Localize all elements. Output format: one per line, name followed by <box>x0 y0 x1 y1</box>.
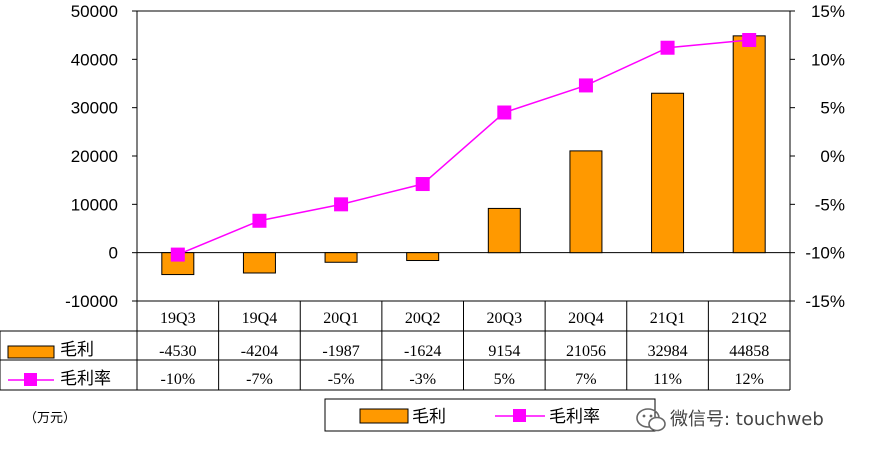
plot-area <box>136 10 791 302</box>
table-cell-gross-profit: -1987 <box>322 343 359 360</box>
table-cell-gross-profit: 21056 <box>566 343 606 360</box>
x-category-label: 21Q2 <box>731 310 767 327</box>
y-right-tick-label: 15% <box>811 2 845 21</box>
table-cell-gross-margin: 12% <box>735 371 764 388</box>
y-left-tick-label: 50000 <box>71 2 118 21</box>
x-category-label: 19Q4 <box>242 310 278 327</box>
y-left-tick-label: 30000 <box>71 99 118 118</box>
gross-margin-point <box>415 177 430 192</box>
y-left-tick-label: 10000 <box>71 195 118 214</box>
table-cell-gross-margin: -10% <box>160 371 195 388</box>
table-cell-gross-margin: 11% <box>653 371 682 388</box>
table-row-label-gross-margin: 毛利率 <box>60 369 111 389</box>
table-cell-gross-profit: -4204 <box>241 343 278 360</box>
gross-margin-point <box>252 213 267 228</box>
table-key-line <box>8 373 54 386</box>
gross-margin-point <box>660 40 675 55</box>
y-right-tick-label: 10% <box>811 50 845 69</box>
gross-profit-bar <box>242 252 276 274</box>
watermark-text: 微信号: touchweb <box>670 409 824 430</box>
y-left-tick-label: 0 <box>109 244 118 263</box>
y-right-tick-label: 5% <box>820 99 845 118</box>
y-left-tick-label: 40000 <box>71 50 118 69</box>
legend: 毛利 毛利率 <box>324 398 656 432</box>
x-category-label: 20Q3 <box>487 310 523 327</box>
legend-line-marker <box>513 409 526 422</box>
gross-margin-line <box>177 39 750 256</box>
y-right-tick-label: -5% <box>815 195 845 214</box>
table-cell-gross-profit: -4530 <box>159 343 196 360</box>
table-cell-gross-margin: 5% <box>494 371 515 388</box>
table-key-bar <box>7 345 55 359</box>
gross-profit-bar <box>651 92 685 254</box>
table-cell-gross-profit: 44858 <box>729 343 769 360</box>
gross-profit-bar <box>487 207 521 254</box>
gross-profit-bar <box>324 252 358 263</box>
table-cell-gross-margin: -3% <box>409 371 436 388</box>
table-cell-gross-profit: 9154 <box>488 343 520 360</box>
table-cell-gross-profit: 32984 <box>648 343 688 360</box>
gross-margin-point <box>170 247 185 262</box>
table-cell-gross-margin: -7% <box>246 371 273 388</box>
x-category-label: 20Q4 <box>568 310 604 327</box>
legend-label-gross-profit: 毛利 <box>412 407 446 427</box>
x-category-label: 19Q3 <box>160 310 196 327</box>
y-right-tick-label: -10% <box>805 244 845 263</box>
gross-profit-bar <box>732 35 766 254</box>
gross-profit-bar <box>569 150 603 254</box>
watermark: 微信号: touchweb <box>636 408 824 432</box>
y-right-tick-label: 0% <box>820 147 845 166</box>
gross-margin-point <box>742 33 757 47</box>
table-cell-gross-profit: -1624 <box>404 343 441 360</box>
gross-margin-point <box>578 78 593 93</box>
gross-margin-point <box>334 197 349 212</box>
table-row-label-gross-profit: 毛利 <box>60 340 94 360</box>
y-right-tick-label: -15% <box>805 292 845 311</box>
unit-label: （万元） <box>24 411 76 426</box>
table-cell-gross-margin: 7% <box>575 371 596 388</box>
gross-profit-bar <box>406 252 440 262</box>
legend-label-gross-margin: 毛利率 <box>549 407 600 427</box>
wechat-logo-icon <box>636 408 666 432</box>
x-category-label: 21Q1 <box>650 310 686 327</box>
y-left-tick-label: 20000 <box>71 147 118 166</box>
table-cell-gross-margin: -5% <box>328 371 355 388</box>
legend-bar-swatch <box>359 408 409 424</box>
y-left-tick-label: -10000 <box>65 292 118 311</box>
gross-margin-point <box>497 105 512 120</box>
x-category-label: 20Q2 <box>405 310 441 327</box>
x-category-label: 20Q1 <box>323 310 359 327</box>
